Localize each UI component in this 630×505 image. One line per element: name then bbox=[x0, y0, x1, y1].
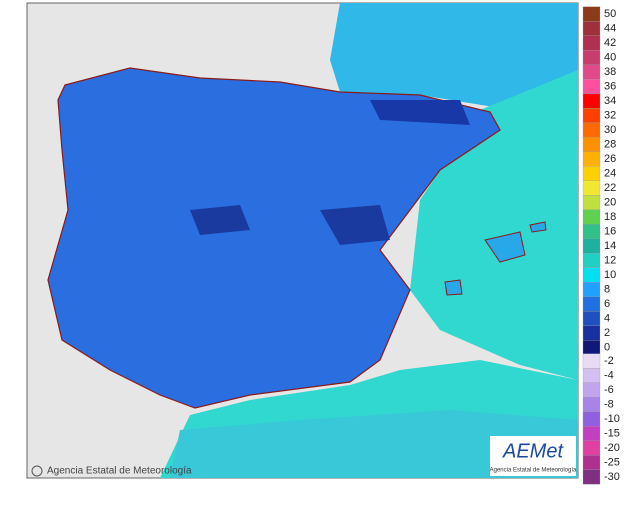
legend-swatch bbox=[582, 108, 601, 123]
legend-swatch bbox=[582, 209, 601, 225]
legend-label: 12 bbox=[604, 254, 616, 266]
legend-label: 22 bbox=[604, 182, 616, 194]
legend-label: 36 bbox=[604, 80, 616, 92]
legend-label: 26 bbox=[604, 153, 616, 165]
logo-subtitle: Agencia Estatal de Meteorología bbox=[490, 468, 577, 474]
credit: Agencia Estatal de Meteorología bbox=[31, 465, 192, 477]
menorca bbox=[529, 221, 547, 233]
legend-label: 38 bbox=[604, 66, 616, 78]
logo-brand: AEMet bbox=[502, 440, 564, 462]
legend-label: 6 bbox=[604, 298, 610, 310]
legend: 5044424038363432302826242220181614121086… bbox=[582, 6, 620, 485]
legend-swatch bbox=[582, 368, 601, 383]
legend-swatch bbox=[582, 21, 601, 36]
legend-label: -20 bbox=[604, 442, 620, 454]
legend-label: 10 bbox=[604, 269, 616, 281]
logo: AEMet Agencia Estatal de Meteorología bbox=[490, 436, 577, 476]
legend-swatch bbox=[582, 151, 601, 167]
legend-label: 42 bbox=[604, 37, 616, 49]
legend-swatch bbox=[582, 440, 601, 456]
legend-swatch bbox=[582, 455, 601, 470]
legend-swatch bbox=[582, 311, 601, 326]
legend-label: -6 bbox=[604, 384, 614, 396]
legend-swatch bbox=[582, 64, 601, 80]
pyrenees bbox=[370, 100, 470, 125]
legend-swatch bbox=[582, 267, 601, 283]
sistema-iberico bbox=[320, 205, 390, 245]
legend-label: -25 bbox=[604, 456, 620, 468]
legend-swatch bbox=[582, 180, 601, 196]
legend-label: 50 bbox=[604, 8, 616, 20]
legend-label: -8 bbox=[604, 398, 614, 410]
legend-swatch bbox=[582, 35, 601, 51]
map bbox=[47, 3, 578, 478]
logo-box bbox=[490, 436, 576, 476]
legend-label: -15 bbox=[604, 427, 620, 439]
legend-swatch bbox=[582, 296, 601, 312]
africa bbox=[170, 410, 578, 478]
legend-label: 28 bbox=[604, 138, 616, 150]
legend-label: 14 bbox=[604, 240, 616, 252]
mallorca bbox=[484, 231, 526, 263]
legend-swatch bbox=[582, 137, 601, 152]
legend-label: -2 bbox=[604, 355, 614, 367]
legend-swatch bbox=[582, 79, 601, 94]
legend-label: 24 bbox=[604, 167, 616, 179]
legend-label: 30 bbox=[604, 124, 616, 136]
iberia bbox=[47, 67, 501, 409]
legend-swatch bbox=[582, 6, 601, 22]
legend-label: 34 bbox=[604, 95, 616, 107]
legend-swatch bbox=[582, 50, 601, 65]
legend-swatch bbox=[582, 353, 601, 369]
legend-swatch bbox=[582, 93, 601, 109]
legend-swatch bbox=[582, 282, 601, 297]
legend-swatch bbox=[582, 224, 601, 239]
legend-swatch bbox=[582, 325, 601, 341]
legend-label: 16 bbox=[604, 225, 616, 237]
legend-swatch bbox=[582, 166, 601, 181]
legend-label: 8 bbox=[604, 283, 610, 295]
sistema-central bbox=[190, 205, 250, 235]
mediterranean bbox=[410, 70, 578, 380]
legend-swatch bbox=[582, 238, 601, 254]
legend-label: 44 bbox=[604, 22, 616, 34]
legend-label: -4 bbox=[604, 369, 614, 381]
legend-label: -10 bbox=[604, 413, 620, 425]
legend-swatch bbox=[582, 253, 601, 268]
legend-swatch bbox=[582, 426, 601, 441]
legend-label: 32 bbox=[604, 109, 616, 121]
legend-label: -30 bbox=[604, 471, 620, 483]
legend-swatch bbox=[582, 340, 601, 355]
legend-swatch bbox=[582, 195, 601, 210]
legend-label: 4 bbox=[604, 312, 610, 324]
credit-text: Agencia Estatal de Meteorología bbox=[47, 466, 192, 477]
legend-swatch bbox=[582, 382, 601, 398]
ibiza bbox=[444, 279, 463, 296]
legend-label: 40 bbox=[604, 51, 616, 63]
legend-swatch bbox=[582, 122, 601, 138]
legend-label: 2 bbox=[604, 327, 610, 339]
copyright-icon bbox=[31, 465, 43, 477]
legend-swatch bbox=[582, 411, 601, 427]
legend-label: 18 bbox=[604, 211, 616, 223]
france bbox=[330, 3, 578, 108]
legend-swatch bbox=[582, 469, 601, 485]
legend-label: 0 bbox=[604, 341, 610, 353]
legend-label: 20 bbox=[604, 196, 616, 208]
legend-swatch bbox=[582, 397, 601, 412]
